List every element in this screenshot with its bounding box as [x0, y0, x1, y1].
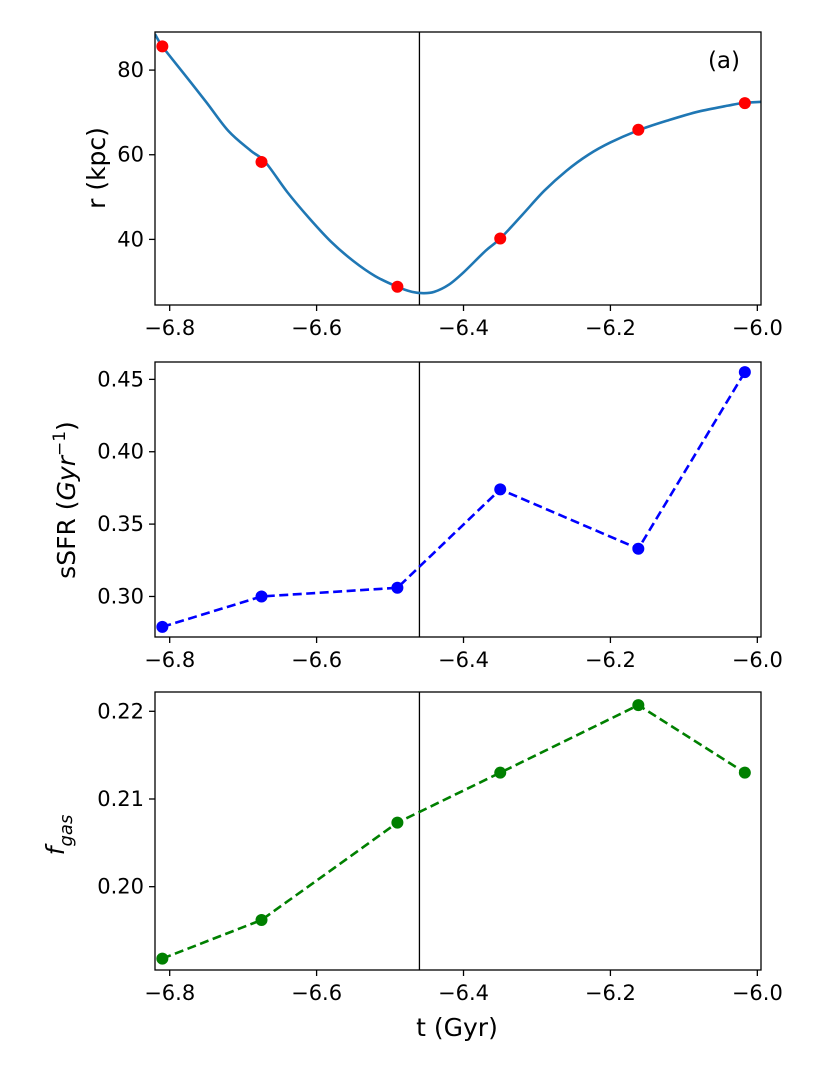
- data-point: [156, 620, 169, 633]
- y-axis-label-ssfr-main: sSFR (: [52, 500, 81, 578]
- axes-frame: [154, 691, 762, 971]
- axes-frame: [154, 31, 762, 306]
- x-tick-label: −6.0: [732, 648, 783, 672]
- panel-annotation: (a): [708, 48, 740, 74]
- panel-top: −6.8 −6.6 −6.4 −6.2 −6.0 40 60 80 (a) r (kpc): [82, 31, 783, 340]
- y-axis-label-ssfr: sSFR (Gyr−1): [50, 421, 81, 579]
- data-point: [738, 766, 751, 779]
- data-point: [494, 766, 507, 779]
- data-point: [494, 483, 507, 496]
- panel-bottom-plot-area: −6.8 −6.6 −6.4 −6.2 −6.0 0.20 0.21 0.22: [97, 691, 783, 1005]
- y-tick-label: 0.30: [97, 584, 144, 608]
- data-point: [632, 123, 645, 136]
- data-point: [632, 699, 645, 712]
- panel-top-plot-area: −6.8 −6.6 −6.4 −6.2 −6.0 40 60 80: [117, 31, 783, 340]
- x-tick-label: −6.2: [585, 981, 636, 1005]
- y-tick-label: 80: [117, 58, 144, 82]
- data-layer: [156, 362, 751, 637]
- y-tick-label: 60: [117, 143, 144, 167]
- y-axis-label-ssfr-exp: −1: [50, 431, 70, 456]
- data-point: [255, 590, 268, 603]
- y-axis-label-ssfr-close: ): [52, 421, 81, 431]
- data-layer: [155, 32, 761, 305]
- orbit-curve: [155, 33, 761, 295]
- x-tick-label: −6.4: [438, 648, 489, 672]
- data-point: [738, 366, 751, 379]
- x-tick-label: −6.0: [732, 316, 783, 340]
- x-tick-label: −6.8: [144, 316, 195, 340]
- data-point: [255, 155, 268, 168]
- y-axis-label-r: r (kpc): [82, 127, 111, 209]
- data-point: [156, 40, 169, 53]
- data-layer: [156, 692, 751, 970]
- y-tick-label: 40: [117, 227, 144, 251]
- data-point: [391, 581, 404, 594]
- axes-frame: [154, 361, 762, 638]
- x-tick-label: −6.2: [585, 316, 636, 340]
- x-tick-label: −6.6: [291, 648, 342, 672]
- panel-bottom: −6.8 −6.6 −6.4 −6.2 −6.0 0.20 0.21 0.22 fgas t …: [41, 691, 783, 1042]
- panel-middle-plot-area: −6.8 −6.6 −6.4 −6.2 −6.0 0.30 0.35 0.40 0.45: [97, 361, 783, 672]
- data-point: [156, 952, 169, 965]
- y-axis-label-fgas-sub: gas: [56, 815, 77, 847]
- x-tick-label: −6.4: [438, 316, 489, 340]
- data-point: [738, 97, 751, 110]
- panel-middle: −6.8 −6.6 −6.4 −6.2 −6.0 0.30 0.35 0.40 0.45 sSF…: [50, 361, 783, 672]
- data-point: [391, 816, 404, 829]
- x-tick-label: −6.8: [144, 981, 195, 1005]
- series-line: [161, 703, 746, 960]
- x-tick-label: −6.8: [144, 648, 195, 672]
- x-axis-label: t (Gyr): [416, 1013, 498, 1042]
- y-tick-label: 0.45: [97, 367, 144, 391]
- y-tick-label: 0.35: [97, 512, 144, 536]
- y-tick-label: 0.21: [97, 787, 144, 811]
- x-tick-label: −6.4: [438, 981, 489, 1005]
- y-axis-label-fgas: fgas: [41, 815, 77, 856]
- x-tick-label: −6.6: [291, 981, 342, 1005]
- data-point: [494, 232, 507, 245]
- x-tick-label: −6.6: [291, 316, 342, 340]
- data-point: [391, 280, 404, 293]
- y-tick-label: 0.40: [97, 440, 144, 464]
- y-tick-label: 0.22: [97, 699, 144, 723]
- data-point: [255, 914, 268, 927]
- series-line: [161, 371, 746, 629]
- y-tick-label: 0.20: [97, 875, 144, 899]
- x-tick-label: −6.2: [585, 648, 636, 672]
- y-axis-label-ssfr-unit: Gyr: [52, 454, 81, 500]
- x-tick-label: −6.0: [732, 981, 783, 1005]
- data-point: [632, 542, 645, 555]
